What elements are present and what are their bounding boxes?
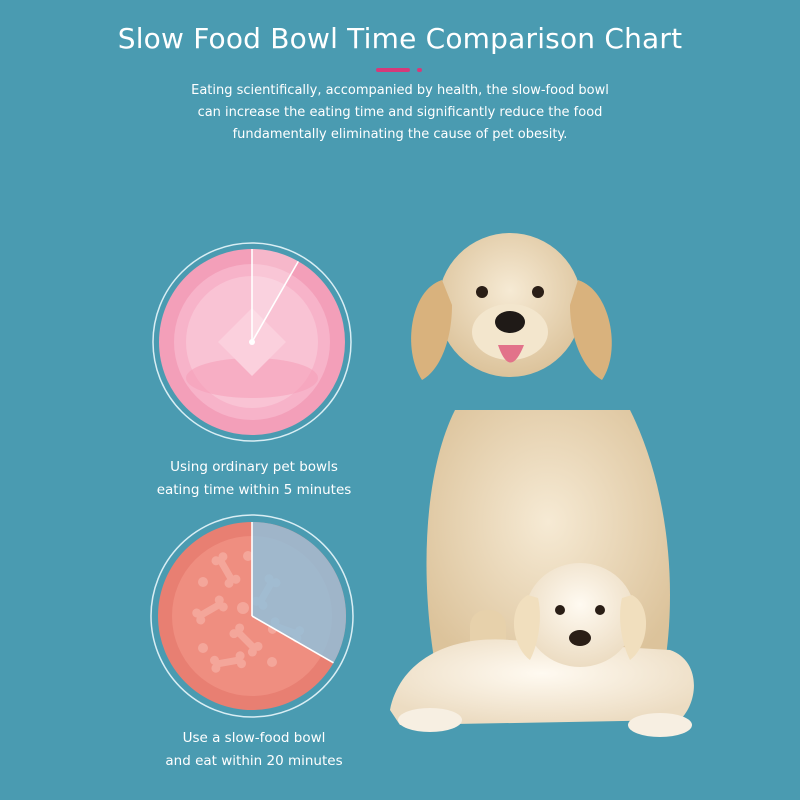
time-wedge: [252, 522, 346, 663]
time-wedge: [252, 249, 299, 342]
subtitle-line: fundamentally eliminating the cause of p…: [232, 127, 568, 142]
ordinary-bowl-icon: [152, 242, 352, 442]
title-accent-bar: [376, 68, 410, 72]
time-wedge-edge-end: [251, 260, 300, 343]
time-wedge-edge-end: [251, 615, 334, 664]
title-accent-dot: [417, 68, 422, 72]
caption-line: Using ordinary pet bowls: [170, 459, 338, 475]
golden-retriever-and-puppy-icon: [390, 233, 694, 737]
caption-line: and eat within 20 minutes: [165, 753, 343, 769]
caption-line: Use a slow-food bowl: [182, 730, 326, 746]
slow-food-bowl-caption: Use a slow-food bowl and eat within 20 m…: [114, 727, 394, 773]
subtitle: Eating scientifically, accompanied by he…: [150, 80, 650, 146]
slow-food-bowl-icon: [150, 514, 354, 718]
ordinary-bowl-caption: Using ordinary pet bowls eating time wit…: [114, 456, 394, 502]
subtitle-line: can increase the eating time and signifi…: [197, 105, 603, 120]
page-title: Slow Food Bowl Time Comparison Chart: [117, 22, 683, 55]
subtitle-line: Eating scientifically, accompanied by he…: [191, 83, 609, 98]
caption-line: eating time within 5 minutes: [156, 482, 352, 498]
